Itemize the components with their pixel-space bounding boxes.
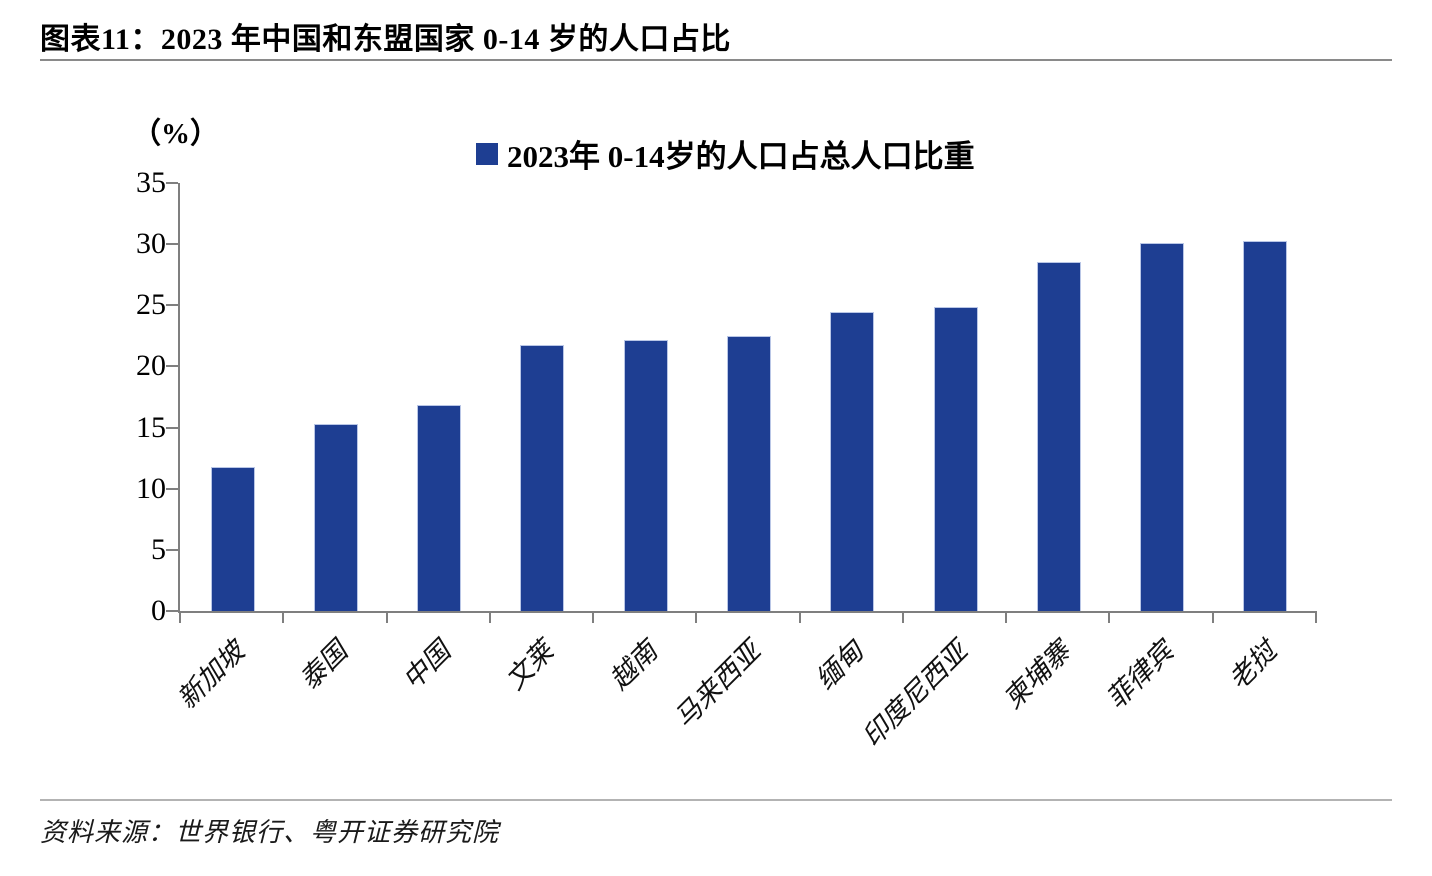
y-tick-mark: [166, 548, 178, 551]
x-category-label: 印度尼西亚: [856, 635, 973, 753]
x-tick-mark: [592, 611, 595, 623]
bar: [830, 311, 875, 611]
y-tick-label: 20: [136, 349, 166, 383]
bar: [210, 466, 255, 611]
y-tick-mark: [166, 304, 178, 307]
footer-divider: [40, 799, 1392, 801]
bar: [1243, 240, 1288, 611]
x-category-label: 新加坡: [171, 635, 250, 715]
bar: [520, 344, 565, 611]
bar: [1036, 261, 1081, 611]
x-tick-mark: [488, 611, 491, 623]
legend-swatch: [476, 142, 498, 165]
x-tick-mark: [695, 611, 698, 623]
title-divider: [40, 59, 1392, 61]
chart-title: 图表11：2023 年中国和东盟国家 0-14 岁的人口占比: [40, 23, 731, 56]
x-tick-mark: [901, 611, 904, 623]
x-category-label: 马来西亚: [668, 635, 767, 734]
x-category-label: 文莱: [500, 635, 560, 696]
x-tick-mark: [1211, 611, 1214, 623]
x-tick-mark: [1315, 611, 1317, 623]
y-tick-mark: [166, 182, 178, 184]
y-tick-label: 10: [136, 471, 166, 505]
x-category-label: 越南: [603, 635, 663, 696]
x-category-label: 柬埔寨: [997, 635, 1076, 715]
source-note: 资料来源：世界银行、粤开证券研究院: [40, 818, 500, 847]
x-tick-mark: [1108, 611, 1111, 623]
legend-label: 2023年 0-14岁的人口占总人口比重: [507, 139, 975, 174]
x-tick-mark: [1005, 611, 1008, 623]
x-category-label: 菲律宾: [1100, 635, 1180, 715]
x-tick-mark: [179, 611, 181, 623]
chart-legend: 2023年 0-14岁的人口占总人口比重: [476, 131, 975, 176]
bar: [933, 306, 978, 611]
y-tick-label: 15: [136, 410, 166, 444]
x-category-label: 中国: [396, 635, 457, 696]
y-tick-mark: [166, 365, 178, 368]
y-axis-unit-label: （%）: [132, 118, 220, 150]
x-tick-mark: [385, 611, 388, 623]
bar: [727, 336, 771, 611]
x-category-label: 泰国: [293, 635, 354, 696]
y-tick-mark: [166, 487, 178, 490]
y-tick-label: 30: [136, 227, 166, 261]
y-tick-mark: [166, 243, 178, 246]
bar: [313, 424, 358, 611]
bar: [1140, 243, 1185, 611]
x-tick-mark: [282, 611, 285, 623]
y-tick-label: 35: [136, 166, 166, 199]
bar: [417, 404, 462, 611]
x-category-label: 老挝: [1223, 635, 1283, 696]
x-category-label: 缅甸: [810, 635, 870, 696]
y-tick-mark: [166, 426, 178, 429]
y-tick-label: 25: [136, 288, 166, 322]
bar: [623, 339, 668, 611]
y-tick-mark: [166, 610, 178, 612]
x-tick-mark: [798, 611, 801, 623]
y-tick-label: 0: [151, 594, 166, 627]
plot-area: 0 5 10 15 20 25 30 35 新加坡 泰国 中国 文莱 越南 马来西亚 缅甸 印度尼西亚 柬埔寨菲…: [136, 166, 1317, 753]
y-tick-label: 5: [151, 532, 166, 566]
